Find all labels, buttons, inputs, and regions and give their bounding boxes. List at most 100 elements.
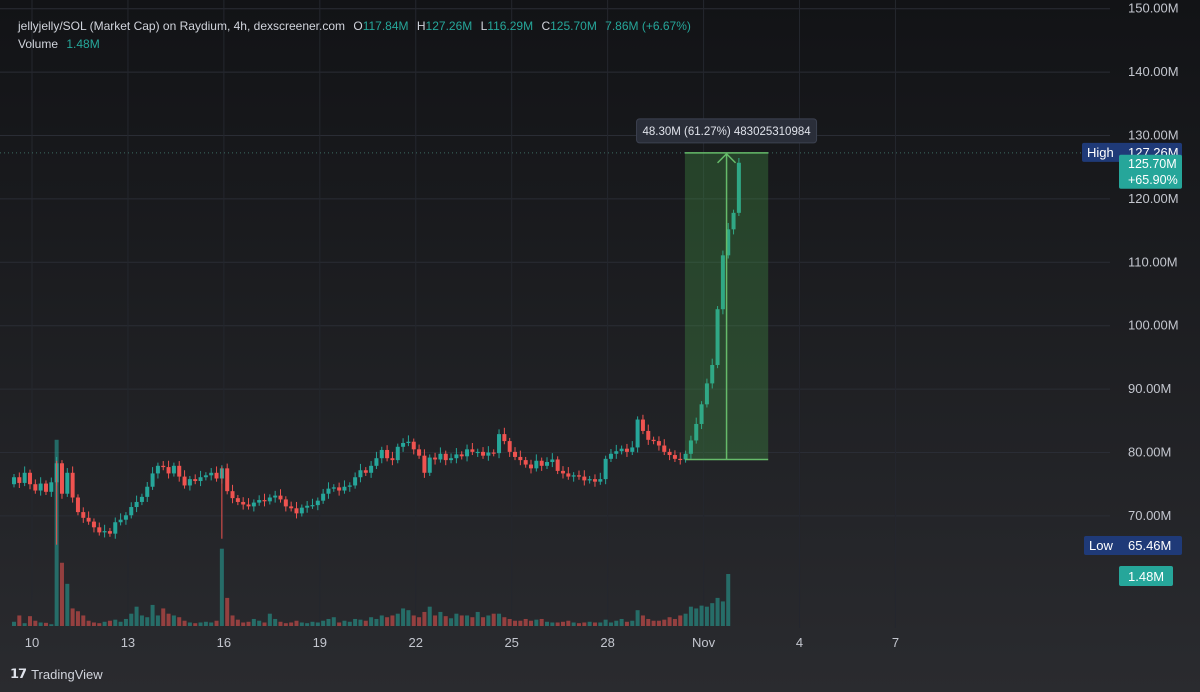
volume-bar — [582, 622, 587, 626]
volume-bar — [75, 611, 80, 626]
measure-tool[interactable]: 48.30M (61.27%) 483025310984 — [636, 118, 818, 461]
x-tick-label: 22 — [409, 635, 423, 650]
volume-bar — [395, 613, 400, 626]
volume-bar — [406, 610, 411, 626]
volume-bar — [214, 620, 219, 626]
candle-body — [411, 441, 416, 450]
x-tick-label: 16 — [217, 635, 231, 650]
volume-bar — [219, 548, 224, 626]
volume-bar — [438, 611, 443, 626]
volume-bar — [203, 621, 208, 626]
candle-body — [17, 477, 22, 483]
y-tick-label: 80.00M — [1128, 445, 1171, 460]
time-axis[interactable]: 10 13 16 19 22 25 28 Nov 4 7 — [25, 635, 899, 650]
volume-bar — [523, 618, 528, 626]
candle-body — [598, 479, 603, 482]
volume-bar — [139, 615, 144, 626]
volume-bar — [86, 620, 91, 626]
volume-bar — [166, 613, 171, 626]
candle-body — [33, 484, 38, 491]
volume-bar — [177, 617, 182, 626]
candle-body — [273, 495, 278, 498]
candle-body — [166, 467, 171, 474]
candle-body — [662, 445, 667, 452]
candle-body — [198, 477, 203, 482]
volume-bar — [150, 604, 155, 626]
volume-bar — [134, 606, 139, 626]
volume-bar — [358, 619, 363, 626]
legend-volume-label: Volume — [18, 37, 59, 51]
candle-body — [592, 479, 597, 482]
volume-bar — [566, 620, 571, 626]
candle-body — [310, 505, 315, 507]
candle-body — [129, 507, 134, 516]
volume-bar — [209, 622, 214, 626]
volume-bar — [678, 615, 683, 626]
tradingview-brand: TradingView — [31, 666, 103, 682]
candle-body — [145, 486, 150, 497]
volume-bar — [459, 615, 464, 626]
candle-body — [566, 473, 571, 477]
volume-bar — [257, 620, 262, 626]
low-tag-box — [1084, 536, 1182, 555]
y-tick-label: 110.00M — [1128, 254, 1178, 269]
candle-body — [81, 512, 86, 518]
candle-body — [678, 458, 683, 461]
volume-bar — [12, 621, 16, 626]
candle-body — [576, 475, 581, 477]
candle-body — [720, 255, 725, 310]
candle-body — [614, 451, 619, 454]
candle-body — [427, 457, 432, 473]
volume-bar — [720, 601, 725, 626]
candle-body — [438, 453, 443, 460]
tradingview-footer[interactable]: 𝟭𝟳 TradingView — [10, 666, 103, 682]
volume-bar — [315, 622, 320, 626]
price-axis[interactable]: 70.00M 80.00M 90.00M 100.00M 110.00M 120.00M 1… — [1128, 1, 1179, 523]
y-tick-label: 150.00M — [1128, 1, 1179, 16]
legend-high-value: 127.26M — [425, 19, 473, 33]
candles — [0, 152, 1110, 545]
candle-body — [555, 459, 560, 471]
candle-body — [513, 451, 518, 457]
high-tag-label: High — [1087, 145, 1114, 160]
candle-body — [193, 479, 198, 482]
candle-body — [209, 472, 214, 476]
volume-bar — [187, 622, 192, 626]
candle-body — [736, 162, 741, 213]
tradingview-logo-icon: 𝟭𝟳 — [10, 666, 27, 681]
last-price-change: +65.90% — [1128, 173, 1178, 187]
volume-bar — [374, 618, 379, 626]
candle-body — [635, 419, 640, 448]
candle-body — [150, 473, 155, 487]
volume-bar — [193, 623, 198, 626]
x-tick-label: 25 — [504, 635, 518, 650]
candle-body — [454, 454, 459, 459]
x-tick-label: 19 — [313, 635, 327, 650]
legend-row-volume: Volume 1.48M — [18, 35, 691, 53]
candle-body — [683, 453, 688, 460]
volume-bar — [342, 620, 347, 626]
candle-body — [86, 517, 91, 522]
volume-bar — [321, 620, 326, 626]
candle-body — [187, 479, 192, 486]
volume-bar — [102, 621, 107, 626]
candle-body — [283, 499, 288, 507]
candle-body — [139, 496, 144, 502]
measure-label: 48.30M (61.27%) 483025310984 — [642, 126, 811, 138]
volume-bar — [427, 606, 432, 626]
candle-body — [656, 441, 661, 446]
volume-bar — [486, 615, 491, 626]
volume-bar — [171, 615, 176, 626]
legend-title: jellyjelly/SOL (Market Cap) on Raydium, … — [18, 19, 346, 33]
candle-body — [369, 465, 374, 473]
volume-bar — [59, 562, 64, 626]
volume-bar — [539, 618, 544, 626]
candle-body — [726, 229, 731, 256]
volume-bar — [550, 622, 555, 626]
volume-bar — [491, 613, 496, 626]
candle-body — [672, 455, 677, 459]
x-tick-label: 28 — [600, 635, 614, 650]
y-tick-label: 90.00M — [1128, 381, 1171, 396]
